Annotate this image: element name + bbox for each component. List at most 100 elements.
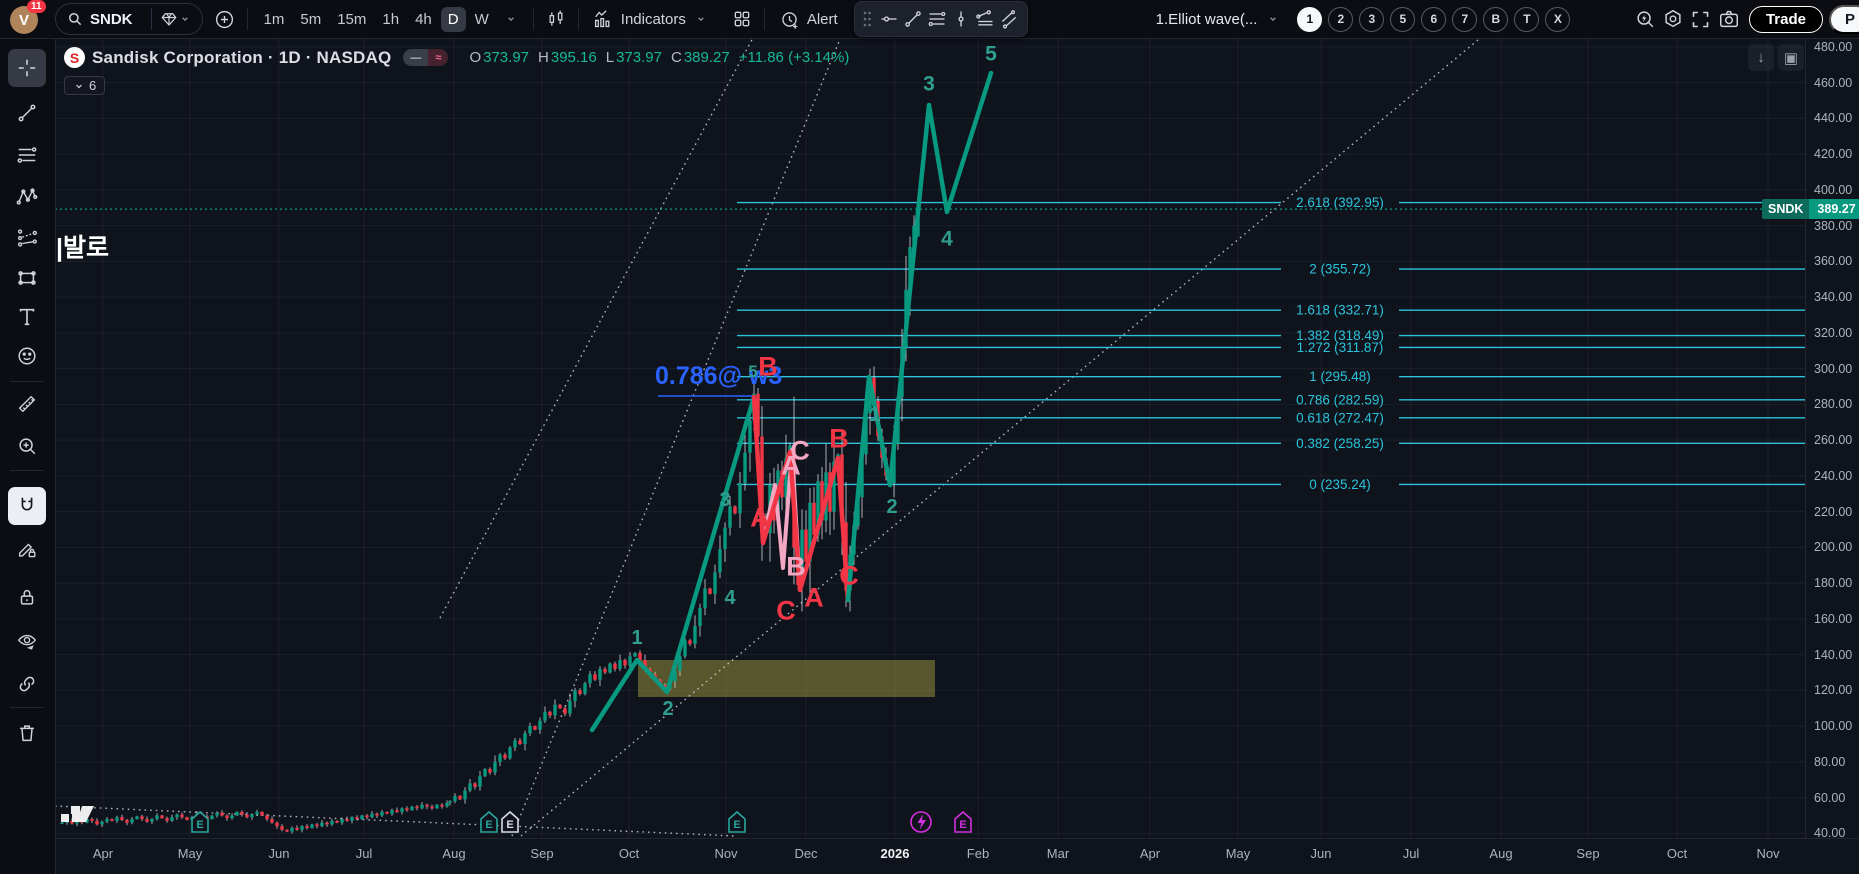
low-label: L	[605, 49, 615, 66]
settings-icon[interactable]	[1659, 5, 1687, 33]
gem-icon[interactable]	[160, 10, 178, 28]
maximize-pane-icon[interactable]: ▣	[1778, 44, 1804, 71]
compare-add-button[interactable]	[211, 5, 239, 33]
fib-retracement-tool[interactable]	[925, 6, 949, 32]
notification-badge: 11	[27, 0, 46, 13]
link-tool[interactable]	[8, 665, 46, 703]
layout-button-7[interactable]: 7	[1452, 6, 1478, 32]
svg-text:0.382 (258.25): 0.382 (258.25)	[1296, 436, 1384, 451]
visibility-toggle[interactable]: —	[403, 49, 429, 66]
emoji-tool[interactable]	[8, 337, 46, 375]
timeframe-1h[interactable]: 1h	[382, 10, 400, 28]
open-label: O	[469, 49, 482, 66]
drag-handle-icon[interactable]	[861, 9, 873, 29]
svg-text:C: C	[776, 595, 796, 625]
layout-button-X[interactable]: X	[1545, 6, 1571, 32]
layout-button-1[interactable]: 1	[1297, 6, 1323, 32]
layout-button-T[interactable]: T	[1514, 6, 1540, 32]
similar-badge[interactable]: ≈	[428, 49, 449, 66]
horizontal-line-tool[interactable]	[877, 6, 901, 32]
layout-button-6[interactable]: 6	[1421, 6, 1447, 32]
svg-text:1.272 (311.87): 1.272 (311.87)	[1297, 340, 1384, 355]
drawing-lock-tool[interactable]	[8, 530, 46, 568]
timeframe-W[interactable]: W	[474, 10, 489, 28]
time-tick-label: May	[177, 846, 203, 861]
last-price-badge: SNDK 389.27	[1762, 199, 1859, 219]
time-tick-label: Apr	[92, 846, 114, 861]
svg-text:B: B	[829, 423, 849, 453]
time-axis[interactable]: Apr May Jun Jul Aug Sep Oct Nov Dec 2026 Feb Mar Apr…	[55, 838, 1859, 874]
crosshair-tool[interactable]	[8, 49, 46, 87]
svg-text:1.618 (332.71): 1.618 (332.71)	[1296, 303, 1384, 318]
user-menu-button[interactable]: V 11	[10, 0, 46, 34]
symbol-search[interactable]: SNDK	[55, 3, 203, 35]
change-value: +11.86 (+3.14%)	[738, 49, 850, 66]
parallel-channel-tool[interactable]	[997, 6, 1021, 32]
korean-text-note[interactable]: |발로	[56, 234, 109, 262]
drawing-template-dropdown[interactable]: 1.Elliot wave(...	[1156, 11, 1281, 28]
lock-all-tool[interactable]	[8, 578, 46, 616]
chevron-down-icon[interactable]	[178, 12, 192, 26]
timeframe-15m[interactable]: 15m	[337, 10, 367, 28]
time-tick-label: Sep	[1576, 846, 1600, 861]
layout-button-2[interactable]: 2	[1328, 6, 1354, 32]
hide-drawings-tool[interactable]	[8, 622, 46, 660]
trade-button[interactable]: Trade	[1748, 5, 1823, 33]
svg-text:4: 4	[941, 227, 953, 250]
time-tick-label: Jul	[355, 846, 373, 861]
time-tick-label: May	[1225, 846, 1251, 861]
close-value: 389.27	[683, 49, 730, 66]
timeframe-more-chevron[interactable]	[497, 5, 525, 33]
scroll-down-icon[interactable]: ↓	[1748, 44, 1774, 71]
xabcd-pattern-tool[interactable]	[8, 178, 46, 216]
svg-text:2: 2	[662, 698, 673, 720]
time-tick-label: Aug	[442, 846, 466, 861]
svg-text:E: E	[485, 819, 492, 831]
price-axis[interactable]: 480.00 460.00 440.00 420.00 400.00 380.00 360.…	[1805, 38, 1859, 840]
ohlc-values: O 373.97 H 395.16 L 373.97 C 389.27 +11.86 (…	[460, 49, 849, 66]
svg-text:3: 3	[719, 489, 730, 511]
fib-retracement-tool[interactable]	[8, 136, 46, 174]
timeframe-4h[interactable]: 4h	[415, 10, 432, 28]
ruler-tool[interactable]	[8, 385, 46, 423]
timeframe-D[interactable]: D	[440, 6, 466, 32]
svg-text:C: C	[790, 435, 810, 465]
trash-tool[interactable]	[8, 714, 46, 752]
timeframe-5m[interactable]: 5m	[300, 10, 322, 28]
zoom-in-tool[interactable]	[8, 427, 46, 465]
publish-button[interactable]: P	[1828, 4, 1859, 34]
symbol-search-value[interactable]: SNDK	[90, 10, 133, 28]
text-tool[interactable]	[8, 298, 46, 336]
svg-text:A: A	[804, 582, 824, 612]
sidebar-divider	[10, 470, 44, 471]
chart-style-button[interactable]	[542, 5, 570, 33]
legend-collapse-button[interactable]: 6	[64, 76, 106, 95]
alert-button[interactable]: Alert	[773, 5, 844, 33]
layout-button-5[interactable]: 5	[1390, 6, 1416, 32]
layout-button-B[interactable]: B	[1483, 6, 1509, 32]
timeframe-group: 1m 5m 15m 1h 4h D W	[256, 6, 497, 32]
vertical-line-tool[interactable]	[949, 6, 973, 32]
timeframe-1m[interactable]: 1m	[263, 10, 285, 28]
fullscreen-icon[interactable]	[1687, 5, 1715, 33]
forecast-tool[interactable]	[8, 219, 46, 257]
rectangle-tool[interactable]	[8, 259, 46, 297]
chevron-down-icon	[1266, 12, 1280, 26]
indicators-button[interactable]: Indicators	[587, 5, 714, 33]
price-tick-label: 380.00	[1814, 218, 1853, 233]
svg-text:1.382 (318.49): 1.382 (318.49)	[1296, 328, 1384, 343]
quick-search-icon[interactable]	[1631, 5, 1659, 33]
floating-drawing-toolbar	[853, 1, 1028, 37]
layout-grid-button[interactable]	[728, 5, 756, 33]
magnet-tool[interactable]	[8, 487, 46, 525]
trend-line-tool[interactable]	[901, 6, 925, 32]
symbol-title[interactable]: Sandisk Corporation · 1D · NASDAQ	[92, 47, 392, 67]
trend-line-tool[interactable]	[8, 94, 46, 132]
pitchfork-tool[interactable]	[973, 6, 997, 32]
snapshot-camera-icon[interactable]	[1715, 5, 1743, 33]
price-tick-label: 60.00	[1814, 790, 1846, 805]
tradingview-watermark-logo[interactable]	[60, 798, 100, 833]
price-tick-label: 440.00	[1814, 111, 1853, 126]
layout-button-3[interactable]: 3	[1359, 6, 1385, 32]
